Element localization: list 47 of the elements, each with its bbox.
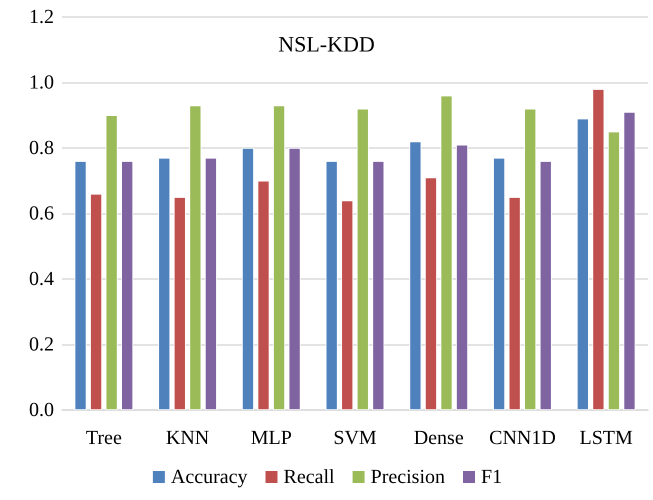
- bar: [174, 197, 186, 410]
- bar: [456, 144, 468, 410]
- legend-label: Accuracy: [170, 466, 248, 488]
- bar: [90, 194, 102, 410]
- y-tick-label: 0.6: [29, 202, 54, 224]
- bar: [623, 112, 636, 410]
- y-tick-label: 1.0: [29, 72, 54, 94]
- text: NSL-KDD: [278, 32, 375, 56]
- bar: [273, 105, 286, 410]
- bar: [524, 108, 536, 410]
- bar: [576, 118, 589, 410]
- x-tick-label: SVM: [333, 427, 377, 449]
- bar: [540, 161, 552, 410]
- bar: [242, 148, 254, 410]
- y-tick-label: 0.8: [29, 137, 54, 159]
- bar: [409, 141, 422, 410]
- legend-label: F1: [481, 466, 502, 488]
- x-tick-label: MLP: [250, 427, 292, 449]
- bar: [74, 161, 87, 410]
- y-tick-label: 0.4: [29, 268, 54, 290]
- bar: [592, 89, 604, 410]
- legend-label: Recall: [283, 466, 336, 488]
- y-tick-label: 0.0: [29, 399, 54, 421]
- bar: [424, 177, 437, 410]
- bar: [189, 105, 202, 410]
- x-tick-label: Tree: [86, 427, 122, 449]
- bar: [204, 158, 217, 410]
- bar: [508, 197, 521, 410]
- bar: [106, 115, 118, 410]
- bar: [608, 132, 620, 410]
- x-tick-label: Dense: [414, 427, 464, 449]
- bar: [121, 161, 134, 410]
- bar: [258, 180, 270, 410]
- bar: [288, 148, 301, 410]
- y-tick-label: 1.2: [29, 6, 54, 28]
- bar: [440, 96, 452, 410]
- bar: [356, 108, 369, 410]
- y-tick-label: 0.2: [29, 334, 54, 356]
- legend-label: Precision: [370, 466, 446, 488]
- bar: [158, 158, 170, 410]
- bar: [341, 200, 354, 410]
- bar: [326, 161, 338, 410]
- x-tick-label: LSTM: [579, 427, 634, 449]
- bar: [493, 158, 506, 410]
- x-tick-label: CNN1D: [489, 427, 556, 449]
- x-tick-label: KNN: [166, 427, 210, 449]
- bar: [372, 161, 384, 410]
